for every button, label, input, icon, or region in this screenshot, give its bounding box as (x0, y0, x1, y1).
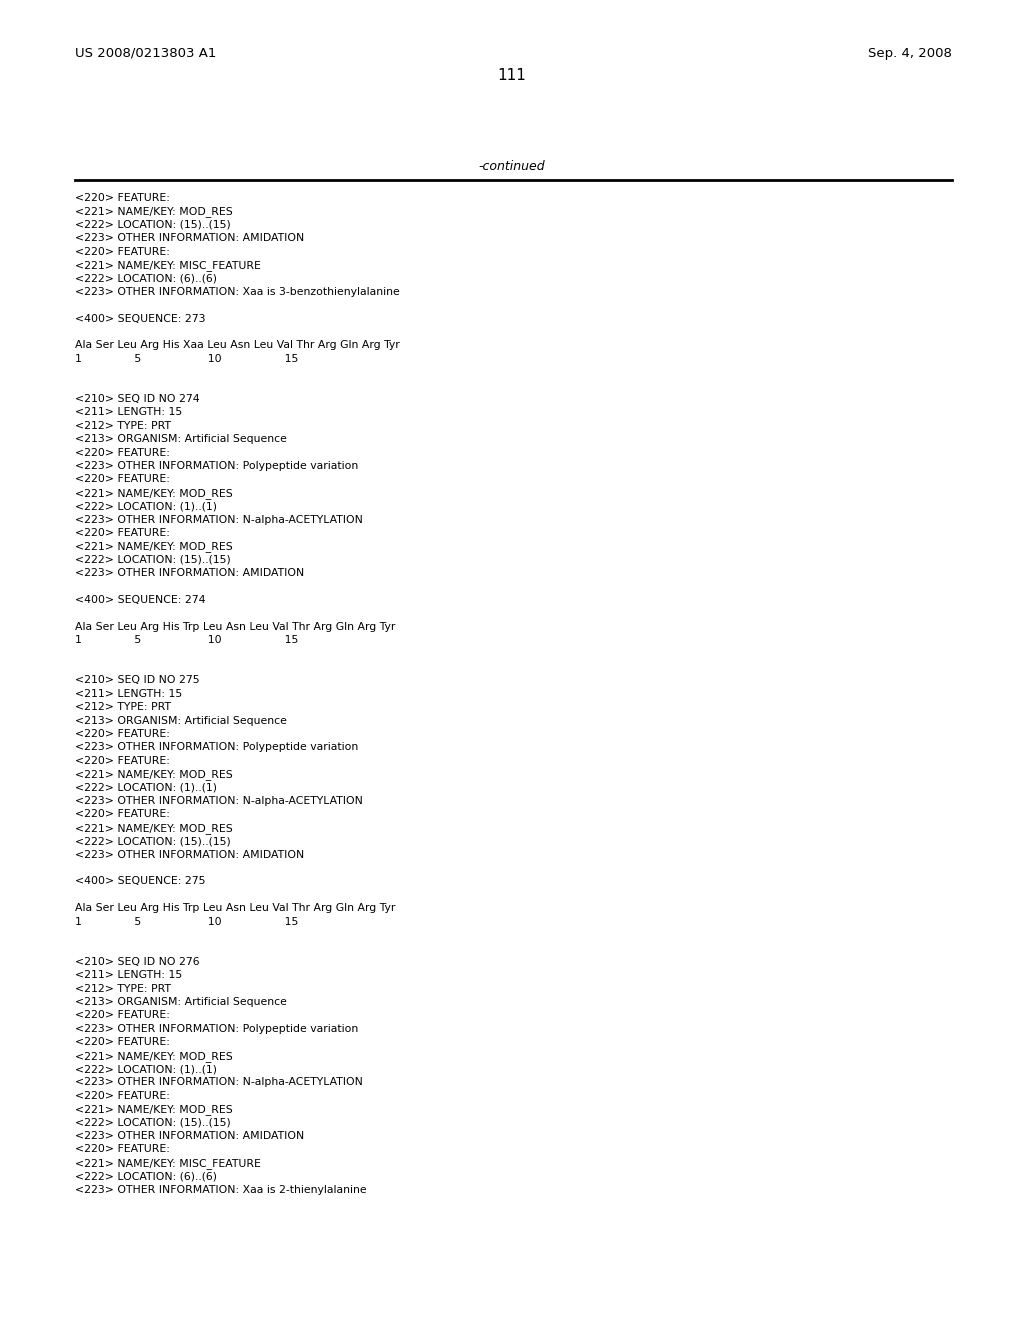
Text: <212> TYPE: PRT: <212> TYPE: PRT (75, 421, 171, 430)
Text: <222> LOCATION: (15)..(15): <222> LOCATION: (15)..(15) (75, 554, 230, 565)
Text: US 2008/0213803 A1: US 2008/0213803 A1 (75, 48, 216, 59)
Text: <222> LOCATION: (6)..(6): <222> LOCATION: (6)..(6) (75, 273, 217, 284)
Text: <220> FEATURE:: <220> FEATURE: (75, 474, 170, 484)
Text: <220> FEATURE:: <220> FEATURE: (75, 729, 170, 739)
Text: <212> TYPE: PRT: <212> TYPE: PRT (75, 983, 171, 994)
Text: <222> LOCATION: (15)..(15): <222> LOCATION: (15)..(15) (75, 836, 230, 846)
Text: <223> OTHER INFORMATION: Polypeptide variation: <223> OTHER INFORMATION: Polypeptide var… (75, 742, 358, 752)
Text: <223> OTHER INFORMATION: N-alpha-ACETYLATION: <223> OTHER INFORMATION: N-alpha-ACETYLA… (75, 1077, 362, 1088)
Text: <222> LOCATION: (15)..(15): <222> LOCATION: (15)..(15) (75, 220, 230, 230)
Text: 1               5                   10                  15: 1 5 10 15 (75, 916, 298, 927)
Text: <223> OTHER INFORMATION: AMIDATION: <223> OTHER INFORMATION: AMIDATION (75, 234, 304, 243)
Text: <223> OTHER INFORMATION: N-alpha-ACETYLATION: <223> OTHER INFORMATION: N-alpha-ACETYLA… (75, 515, 362, 524)
Text: <211> LENGTH: 15: <211> LENGTH: 15 (75, 689, 182, 698)
Text: <222> LOCATION: (1)..(1): <222> LOCATION: (1)..(1) (75, 783, 217, 792)
Text: <221> NAME/KEY: MOD_RES: <221> NAME/KEY: MOD_RES (75, 206, 232, 218)
Text: 1               5                   10                  15: 1 5 10 15 (75, 354, 298, 364)
Text: <220> FEATURE:: <220> FEATURE: (75, 193, 170, 203)
Text: <220> FEATURE:: <220> FEATURE: (75, 1038, 170, 1047)
Text: <220> FEATURE:: <220> FEATURE: (75, 528, 170, 539)
Text: Ala Ser Leu Arg His Xaa Leu Asn Leu Val Thr Arg Gln Arg Tyr: Ala Ser Leu Arg His Xaa Leu Asn Leu Val … (75, 341, 399, 350)
Text: -continued: -continued (478, 160, 546, 173)
Text: <211> LENGTH: 15: <211> LENGTH: 15 (75, 970, 182, 981)
Text: <223> OTHER INFORMATION: AMIDATION: <223> OTHER INFORMATION: AMIDATION (75, 1131, 304, 1140)
Text: <222> LOCATION: (15)..(15): <222> LOCATION: (15)..(15) (75, 1118, 230, 1127)
Text: <220> FEATURE:: <220> FEATURE: (75, 1144, 170, 1155)
Text: <221> NAME/KEY: MOD_RES: <221> NAME/KEY: MOD_RES (75, 488, 232, 499)
Text: <221> NAME/KEY: MOD_RES: <221> NAME/KEY: MOD_RES (75, 1105, 232, 1115)
Text: Ala Ser Leu Arg His Trp Leu Asn Leu Val Thr Arg Gln Arg Tyr: Ala Ser Leu Arg His Trp Leu Asn Leu Val … (75, 903, 395, 913)
Text: <222> LOCATION: (6)..(6): <222> LOCATION: (6)..(6) (75, 1171, 217, 1181)
Text: <220> FEATURE:: <220> FEATURE: (75, 447, 170, 458)
Text: <220> FEATURE:: <220> FEATURE: (75, 1090, 170, 1101)
Text: <213> ORGANISM: Artificial Sequence: <213> ORGANISM: Artificial Sequence (75, 434, 287, 445)
Text: <213> ORGANISM: Artificial Sequence: <213> ORGANISM: Artificial Sequence (75, 715, 287, 726)
Text: <220> FEATURE:: <220> FEATURE: (75, 247, 170, 256)
Text: <223> OTHER INFORMATION: Xaa is 2-thienylalanine: <223> OTHER INFORMATION: Xaa is 2-thieny… (75, 1184, 367, 1195)
Text: <222> LOCATION: (1)..(1): <222> LOCATION: (1)..(1) (75, 1064, 217, 1074)
Text: <221> NAME/KEY: MISC_FEATURE: <221> NAME/KEY: MISC_FEATURE (75, 260, 261, 271)
Text: <223> OTHER INFORMATION: AMIDATION: <223> OTHER INFORMATION: AMIDATION (75, 568, 304, 578)
Text: <220> FEATURE:: <220> FEATURE: (75, 1010, 170, 1020)
Text: <212> TYPE: PRT: <212> TYPE: PRT (75, 702, 171, 713)
Text: <223> OTHER INFORMATION: Polypeptide variation: <223> OTHER INFORMATION: Polypeptide var… (75, 461, 358, 471)
Text: Sep. 4, 2008: Sep. 4, 2008 (868, 48, 952, 59)
Text: <213> ORGANISM: Artificial Sequence: <213> ORGANISM: Artificial Sequence (75, 997, 287, 1007)
Text: <211> LENGTH: 15: <211> LENGTH: 15 (75, 408, 182, 417)
Text: <221> NAME/KEY: MOD_RES: <221> NAME/KEY: MOD_RES (75, 541, 232, 552)
Text: 111: 111 (498, 69, 526, 83)
Text: <220> FEATURE:: <220> FEATURE: (75, 756, 170, 766)
Text: <222> LOCATION: (1)..(1): <222> LOCATION: (1)..(1) (75, 502, 217, 511)
Text: <210> SEQ ID NO 275: <210> SEQ ID NO 275 (75, 676, 200, 685)
Text: 1               5                   10                  15: 1 5 10 15 (75, 635, 298, 645)
Text: <221> NAME/KEY: MOD_RES: <221> NAME/KEY: MOD_RES (75, 770, 232, 780)
Text: <210> SEQ ID NO 276: <210> SEQ ID NO 276 (75, 957, 200, 966)
Text: <221> NAME/KEY: MOD_RES: <221> NAME/KEY: MOD_RES (75, 822, 232, 834)
Text: <221> NAME/KEY: MISC_FEATURE: <221> NAME/KEY: MISC_FEATURE (75, 1158, 261, 1168)
Text: Ala Ser Leu Arg His Trp Leu Asn Leu Val Thr Arg Gln Arg Tyr: Ala Ser Leu Arg His Trp Leu Asn Leu Val … (75, 622, 395, 632)
Text: <223> OTHER INFORMATION: N-alpha-ACETYLATION: <223> OTHER INFORMATION: N-alpha-ACETYLA… (75, 796, 362, 807)
Text: <400> SEQUENCE: 274: <400> SEQUENCE: 274 (75, 595, 206, 605)
Text: <221> NAME/KEY: MOD_RES: <221> NAME/KEY: MOD_RES (75, 1051, 232, 1061)
Text: <210> SEQ ID NO 274: <210> SEQ ID NO 274 (75, 393, 200, 404)
Text: <220> FEATURE:: <220> FEATURE: (75, 809, 170, 820)
Text: <400> SEQUENCE: 275: <400> SEQUENCE: 275 (75, 876, 206, 887)
Text: <223> OTHER INFORMATION: AMIDATION: <223> OTHER INFORMATION: AMIDATION (75, 850, 304, 859)
Text: <223> OTHER INFORMATION: Xaa is 3-benzothienylalanine: <223> OTHER INFORMATION: Xaa is 3-benzot… (75, 286, 399, 297)
Text: <223> OTHER INFORMATION: Polypeptide variation: <223> OTHER INFORMATION: Polypeptide var… (75, 1024, 358, 1034)
Text: <400> SEQUENCE: 273: <400> SEQUENCE: 273 (75, 314, 206, 323)
